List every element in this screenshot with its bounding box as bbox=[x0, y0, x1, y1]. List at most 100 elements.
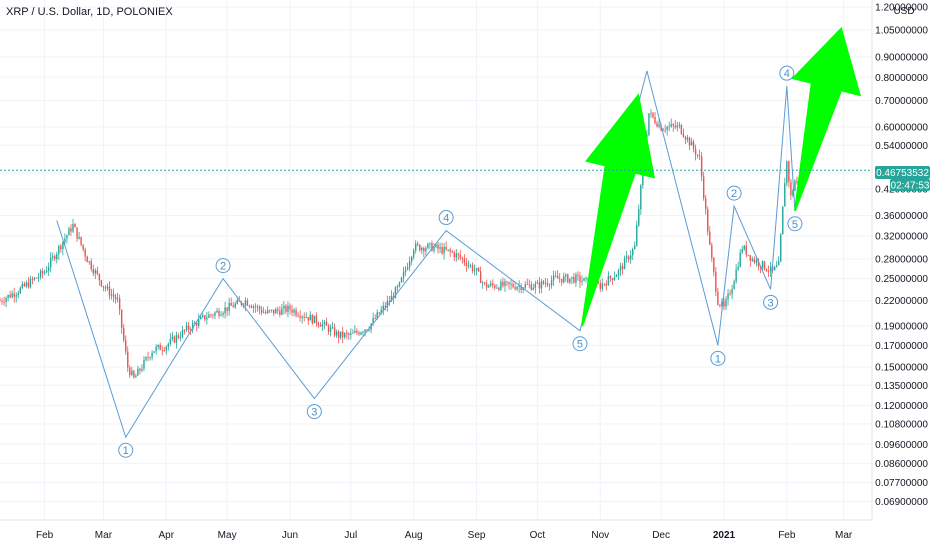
candle-body bbox=[348, 333, 350, 335]
candle-body bbox=[33, 277, 36, 280]
candle-body bbox=[88, 261, 90, 263]
wave-label-circle bbox=[779, 65, 795, 81]
svg-text:0.46753532: 0.46753532 bbox=[876, 168, 929, 179]
candle-body bbox=[431, 243, 433, 251]
candle-body bbox=[31, 278, 34, 280]
candle-body bbox=[502, 281, 504, 286]
candle-body bbox=[540, 281, 543, 289]
candle-body bbox=[112, 294, 115, 297]
candle-body bbox=[342, 331, 344, 338]
candle-body bbox=[441, 247, 443, 254]
candle-body bbox=[41, 270, 44, 274]
candle-body bbox=[459, 254, 462, 258]
candle-body bbox=[329, 327, 332, 332]
candle-body bbox=[100, 280, 103, 286]
candle-body bbox=[494, 285, 496, 288]
candle-body bbox=[378, 312, 380, 314]
candle-body bbox=[248, 305, 251, 307]
candle-body bbox=[417, 243, 419, 245]
candle-body bbox=[273, 309, 275, 314]
candle-body bbox=[571, 276, 573, 279]
candle-body bbox=[731, 289, 733, 295]
candle-body bbox=[29, 278, 32, 288]
wave-label-circle bbox=[787, 216, 803, 232]
candle-body bbox=[435, 244, 437, 247]
wave-label-3: 3 bbox=[306, 404, 322, 420]
candle-body bbox=[54, 256, 56, 260]
candle-body bbox=[214, 312, 216, 316]
candle-body bbox=[465, 262, 468, 267]
candle-body bbox=[668, 126, 670, 128]
candle-body bbox=[252, 306, 255, 308]
y-tick-label: 0.80000000 bbox=[875, 73, 928, 84]
candle-body bbox=[433, 246, 435, 251]
arrow-2 bbox=[791, 26, 862, 212]
y-tick-label: 0.13500000 bbox=[875, 381, 928, 392]
wave-label-text: 5 bbox=[577, 339, 583, 351]
candle-body bbox=[226, 307, 228, 311]
candle-body bbox=[72, 224, 74, 232]
candle-body bbox=[384, 305, 387, 308]
candle-body bbox=[159, 344, 161, 351]
candle-body bbox=[402, 271, 405, 278]
current-price-badge: 0.46753532 02:47:53 bbox=[875, 166, 930, 192]
candle-body bbox=[143, 359, 145, 369]
candle-body bbox=[269, 310, 271, 312]
candle-body bbox=[321, 323, 324, 327]
candle-body bbox=[346, 333, 348, 335]
candle-body bbox=[311, 314, 314, 324]
candle-body bbox=[561, 278, 563, 283]
wave-label-circle bbox=[572, 336, 588, 352]
candle-body bbox=[1, 300, 3, 302]
wave-label-2: 2 bbox=[215, 258, 231, 274]
candle-body bbox=[297, 315, 299, 317]
candle-body bbox=[463, 258, 466, 263]
wave-label-5: 5 bbox=[787, 216, 803, 232]
time-axis[interactable]: Feb Mar Apr May Jun Jul Aug Sep Oct Nov Dec 2021 Feb… bbox=[36, 530, 853, 541]
candle-body bbox=[455, 253, 457, 258]
candle-body bbox=[769, 266, 772, 272]
wave-label-text: 2 bbox=[731, 188, 737, 200]
candle-body bbox=[110, 294, 113, 296]
candle-body bbox=[82, 244, 84, 250]
candle-body bbox=[200, 316, 202, 320]
candle-body bbox=[94, 270, 97, 274]
x-tick-label: Feb bbox=[778, 530, 796, 541]
candle-body bbox=[260, 309, 263, 313]
x-tick-label: May bbox=[218, 530, 237, 541]
candle-body bbox=[285, 305, 287, 312]
candle-body bbox=[729, 293, 731, 295]
candle-body bbox=[601, 283, 603, 289]
candle-body bbox=[518, 285, 520, 287]
candle-body bbox=[694, 148, 697, 155]
candle-body bbox=[344, 333, 346, 338]
candle-body bbox=[415, 243, 417, 251]
candle-body bbox=[453, 252, 455, 258]
x-tick-label: Oct bbox=[530, 530, 546, 541]
wave-label-text: 1 bbox=[715, 353, 721, 365]
candle-body bbox=[745, 245, 747, 255]
candle-body bbox=[664, 129, 666, 131]
candle-body bbox=[404, 269, 407, 272]
candle-body bbox=[538, 282, 541, 289]
candle-body bbox=[658, 124, 660, 127]
candle-body bbox=[0, 300, 1, 302]
candle-body bbox=[406, 267, 409, 270]
candle-body bbox=[678, 124, 681, 126]
candle-body bbox=[96, 270, 99, 274]
wave-label-text: 4 bbox=[784, 68, 790, 80]
candle-body bbox=[256, 306, 259, 308]
y-tick-label: 0.90000000 bbox=[875, 52, 928, 63]
candle-body bbox=[650, 112, 652, 114]
candle-body bbox=[445, 246, 447, 250]
candle-body bbox=[319, 324, 322, 327]
x-tick-label: Apr bbox=[159, 530, 175, 541]
x-tick-label: Mar bbox=[95, 530, 113, 541]
wave-label-text: 3 bbox=[768, 297, 774, 309]
candle-body bbox=[179, 336, 182, 338]
candle-body bbox=[13, 293, 15, 297]
candle-body bbox=[104, 287, 107, 289]
candle-body bbox=[141, 368, 143, 371]
candle-body bbox=[313, 315, 316, 324]
